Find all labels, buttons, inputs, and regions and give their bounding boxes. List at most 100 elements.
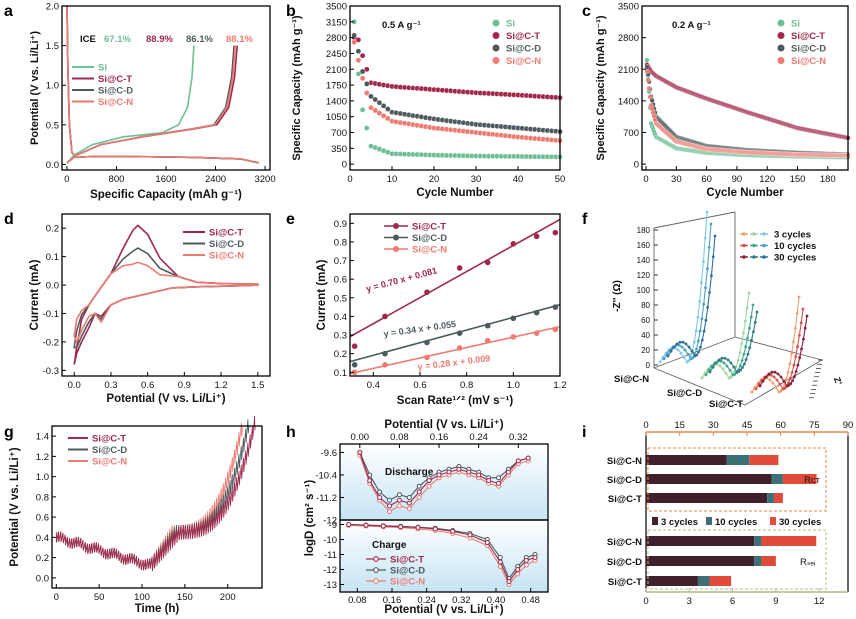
nyquist-point: [698, 329, 702, 333]
discharge-point-Si@C-D: [406, 495, 412, 500]
charge-point-Si@C-T: [467, 532, 473, 538]
y-tick-label: 0.1: [46, 252, 59, 263]
y-tick-label: -11: [324, 550, 337, 561]
nyquist-point: [790, 371, 794, 374]
nyquist-point: [677, 343, 681, 347]
y-tick-label: 2800: [618, 33, 639, 44]
panel-i: i 0 15 30 45 60 75 90 0 3 6 9 12 Si@C-N Si@C-N Si@C-D Si…: [582, 420, 853, 607]
nyquist-point: [713, 234, 717, 238]
data-point-Si@C-T: [533, 233, 540, 240]
nyquist-point: [680, 345, 684, 349]
nyquist-curve: [701, 292, 750, 379]
x-tick-label: 0.6: [141, 380, 154, 391]
y-axis-label: Current (mA): [316, 259, 328, 330]
y-tick-label: 2800: [326, 33, 347, 44]
nyquist-point: [776, 372, 780, 376]
nyquist-point: [745, 306, 749, 310]
discharge-point-Si@C-T: [486, 478, 492, 484]
data-point-Si@C-N: [424, 354, 430, 361]
bar-segment-Si@C-N-30 cycles: [761, 536, 817, 546]
nyquist-point: [771, 381, 775, 385]
nyquist-point: [805, 314, 809, 318]
discharge-point-Si@C-T: [515, 458, 521, 464]
discharge-point-Si@C-N: [416, 495, 422, 500]
nyquist-point: [658, 360, 662, 364]
legend-label: Si@C-D: [412, 233, 447, 244]
data-point-Si@C-T: [484, 259, 491, 266]
y-tick-label: 1.2: [36, 452, 49, 463]
nyquist-point: [682, 355, 686, 359]
nyquist-point: [695, 353, 699, 357]
nyquist-point: [733, 370, 736, 374]
x-tick-label: 0.24: [417, 595, 436, 606]
nyquist-point: [788, 377, 792, 380]
y-tick-label: 0.8: [334, 237, 347, 248]
x-tick-label: 0.40: [487, 595, 506, 606]
ice-value-Si@C-D: 86.1%: [186, 34, 213, 45]
nyquist-point: [802, 337, 805, 341]
discharge-point-Si@C-N: [406, 506, 412, 512]
y-tick-label: 1750: [326, 81, 347, 92]
nyquist-point: [704, 318, 708, 322]
discharge-point-Si@C-D: [377, 489, 383, 495]
plot-frame: [349, 5, 561, 171]
y-tick-label: 0.8: [36, 492, 49, 503]
data-point-Si: [359, 107, 366, 113]
nyquist-point: [729, 361, 733, 365]
data-point-Si@C-N: [552, 326, 559, 333]
panel-c: c 0 30 60 90 120 150 180 0 700 1400 2100 2800 3500 Cyc…: [582, 2, 851, 199]
x-tick-label: 180: [820, 174, 836, 185]
nyquist-point: [758, 384, 762, 388]
discharge-point-Si@C-N: [426, 483, 432, 489]
z-tick-label: 60: [641, 316, 650, 325]
nyquist-point: [755, 310, 759, 314]
z-tick-label: 0: [646, 361, 651, 370]
nyquist-point: [687, 359, 691, 363]
category-label: Si@C-T: [608, 494, 642, 505]
x-tick-label: 90: [732, 174, 743, 185]
discharge-point-Si@C-T: [505, 469, 511, 475]
nyquist-point: [704, 286, 707, 289]
nyquist-curve: [759, 315, 808, 387]
legend-label: Si@C-T: [92, 434, 126, 445]
plot-frame: [349, 213, 561, 377]
y-axis-label: logD (cm² s⁻¹): [304, 480, 316, 557]
discharge-point-Si@C-T: [367, 478, 373, 484]
x-tick-label: 1600: [155, 174, 176, 185]
discharge-point-Si@C-T: [466, 469, 472, 475]
nyquist-point: [784, 378, 788, 381]
nyquist-point: [736, 359, 740, 362]
nyquist-point: [748, 346, 752, 350]
cv-curve-Si@C-N: [73, 261, 259, 344]
legend-swatch: [492, 57, 500, 64]
nyquist-point: [779, 375, 783, 379]
x-axis-label: Potential (V vs. Li/Li⁺): [384, 604, 503, 616]
y-tick-label: 1.4: [36, 432, 49, 443]
data-point-Si@C-N: [382, 362, 388, 368]
nyquist-point: [721, 367, 725, 371]
x-tick-label: 0.32: [452, 595, 471, 606]
nyquist-point: [761, 379, 765, 383]
top-x-tick-label: 90: [843, 420, 854, 431]
rct-label: Rст: [804, 475, 821, 486]
nyquist-point: [744, 345, 748, 349]
panel-a: a 0 800 1600 2400 3200 0.0 0.5 1.0 1.5 2.0 Specific…: [4, 2, 276, 202]
data-point-Si@C-D: [351, 32, 358, 39]
nyquist-point: [775, 378, 779, 382]
nyquist-point: [798, 356, 802, 360]
legend-label: Si@C-T: [791, 31, 825, 42]
x-tick-label: 60: [701, 174, 712, 185]
nyquist-point: [770, 370, 774, 374]
x-tick-label: 50: [555, 174, 566, 185]
x-tick-label: 0.9: [178, 380, 191, 391]
data-point-Si@C-N: [456, 345, 463, 351]
x-tick-label: 20: [429, 174, 440, 185]
nyquist-point: [692, 340, 696, 344]
x-tick-label: 1.5: [251, 380, 264, 391]
y-tick-label: 0: [634, 160, 639, 171]
nyquist-point: [799, 321, 803, 325]
data-point-Si@C-T: [382, 313, 388, 320]
panel-f: f 0 20 40 60 80 100 120 140 160 180 -Z'' (Ω) Z' Si@C-…: [582, 210, 844, 410]
nyquist-point: [744, 319, 747, 323]
legend-label: Si@C-T: [390, 555, 424, 566]
